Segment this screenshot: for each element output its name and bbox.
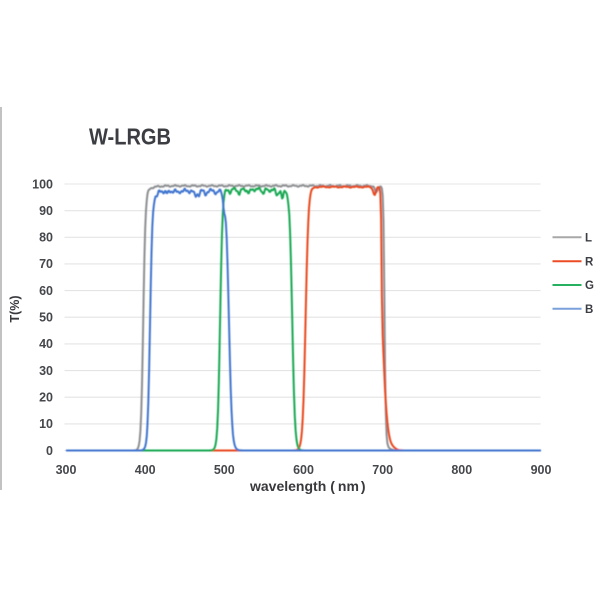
svg-text:40: 40 (39, 337, 53, 351)
svg-text:400: 400 (135, 463, 156, 477)
svg-text:20: 20 (39, 391, 53, 405)
svg-text:G: G (585, 280, 594, 292)
svg-text:700: 700 (372, 463, 393, 477)
svg-text:T(%): T(%) (8, 295, 22, 322)
svg-text:B: B (585, 304, 593, 316)
svg-text:80: 80 (39, 231, 53, 245)
svg-text:30: 30 (39, 364, 53, 378)
svg-text:900: 900 (531, 463, 552, 477)
svg-text:500: 500 (214, 463, 235, 477)
svg-text:300: 300 (56, 463, 77, 477)
svg-text:70: 70 (39, 257, 53, 271)
svg-text:10: 10 (39, 417, 53, 431)
svg-text:L: L (585, 233, 592, 245)
svg-text:60: 60 (39, 284, 53, 298)
svg-text:W-LRGB: W-LRGB (89, 124, 171, 150)
svg-text:R: R (585, 256, 594, 268)
svg-text:100: 100 (32, 177, 53, 191)
svg-text:90: 90 (39, 204, 53, 218)
svg-text:50: 50 (39, 311, 53, 325)
svg-text:800: 800 (451, 463, 472, 477)
svg-text:wavelength(nm): wavelength(nm) (249, 478, 366, 494)
svg-text:0: 0 (46, 444, 53, 458)
svg-text:600: 600 (293, 463, 314, 477)
